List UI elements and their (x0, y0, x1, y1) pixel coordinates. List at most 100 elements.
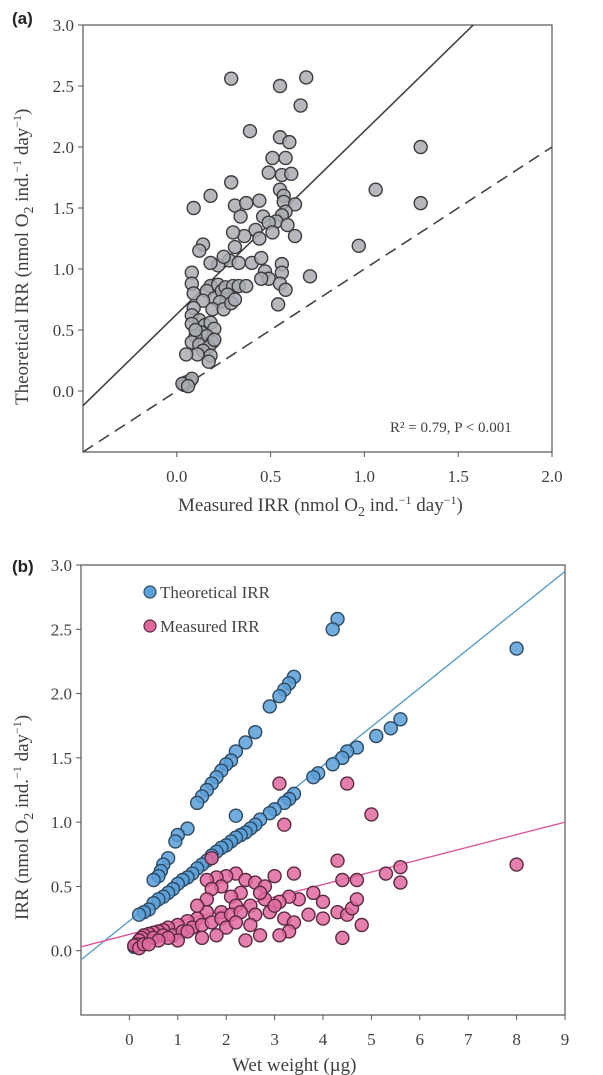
panel-a-frame (82, 24, 553, 453)
panel-b-x-axis-title: Wet weight (µg) (232, 1055, 356, 1075)
data-point (299, 70, 314, 85)
panel-b-points (127, 611, 524, 956)
y-tick-label: 3.0 (53, 16, 74, 35)
data-point-measured (335, 930, 350, 946)
data-point (293, 98, 308, 113)
y-tick-label: 0.5 (51, 877, 72, 896)
panel-b-scatter: (b) 0 1 2 3 4 5 6 7 8 9 0.0 0.5 1.0 1.5 2.0 2.5 3.0 Theo… (10, 556, 569, 1075)
data-point (265, 150, 280, 166)
data-point (254, 250, 269, 266)
data-point (413, 139, 428, 155)
data-point (254, 271, 269, 286)
data-point-measured (189, 898, 205, 913)
data-point (231, 255, 246, 271)
panel-a-annotation: R² = 0.79, P < 0.001 (390, 420, 512, 436)
legend-marker-theoretical (143, 585, 157, 599)
panel-b-legend: Theoretical IRR Measured IRR (143, 583, 271, 636)
data-point (413, 195, 428, 211)
data-point (287, 228, 303, 244)
data-point-theoretical (393, 712, 408, 727)
data-point (368, 182, 383, 197)
panel-b-y-axis-title: IRR (nmol O2 ind.−1 day−1) (10, 715, 37, 920)
legend-label-theoretical: Theoretical IRR (160, 583, 271, 602)
data-point (265, 225, 280, 240)
data-point-measured (315, 894, 331, 910)
data-point (178, 347, 194, 362)
data-point-measured (252, 928, 268, 943)
y-tick-label: 3.0 (51, 556, 72, 575)
data-point-theoretical (325, 622, 340, 637)
data-point (216, 249, 231, 264)
data-point (203, 255, 218, 271)
y-tick-label: 1.5 (51, 749, 72, 768)
data-point-measured (238, 933, 253, 948)
x-tick-label: 2 (222, 1030, 231, 1049)
x-tick-label: 6 (416, 1030, 425, 1049)
data-point-theoretical (168, 834, 183, 849)
reference-line-dashed (83, 146, 552, 452)
data-point-theoretical (325, 757, 340, 772)
data-point (192, 243, 207, 258)
data-point (188, 322, 203, 338)
data-point-theoretical (262, 699, 277, 714)
x-tick-label: 2.0 (541, 467, 562, 486)
data-point-theoretical (306, 769, 321, 785)
data-point-measured (340, 776, 355, 791)
panel-a-lines (83, 25, 552, 452)
y-tick-label: 2.5 (53, 77, 74, 96)
x-tick-label: 0.0 (166, 467, 187, 486)
x-tick-label: 0 (125, 1030, 134, 1049)
data-point (227, 239, 243, 255)
data-point (351, 238, 366, 254)
data-point-measured (509, 857, 524, 872)
data-point-measured (286, 866, 302, 881)
data-point-theoretical (369, 728, 384, 744)
data-point (233, 209, 248, 224)
data-point-theoretical (146, 872, 161, 888)
y-tick-label: 0.0 (51, 942, 72, 961)
data-point-measured (209, 928, 224, 943)
panel-a-axes: 0.0 0.5 1.0 1.5 2.0 0.0 0.5 1.0 1.5 2.0 2.5 3.0 (53, 16, 563, 486)
data-point (195, 293, 211, 308)
y-tick-label: 1.0 (53, 260, 74, 279)
data-point (239, 195, 254, 211)
data-point (186, 200, 201, 216)
panel-a-x-axis-title: Measured IRR (nmol O2 ind.−1 day−1) (178, 493, 463, 520)
panel-b-axes: 0 1 2 3 4 5 6 7 8 9 0.0 0.5 1.0 1.5 2.0 2.5 3.0 (51, 556, 570, 1049)
data-point (278, 282, 293, 297)
y-tick-label: 2.0 (51, 685, 72, 704)
data-point (302, 269, 318, 284)
data-point (225, 225, 241, 240)
legend-marker-measured (143, 619, 157, 633)
data-point-measured (349, 872, 365, 888)
x-tick-label: 0.5 (260, 467, 281, 486)
data-point-measured (393, 875, 408, 890)
regression-line (83, 25, 475, 407)
data-point (270, 297, 286, 312)
data-point-theoretical (509, 641, 524, 656)
data-point-theoretical (383, 721, 398, 736)
data-point (282, 134, 297, 150)
x-tick-label: 1 (174, 1030, 183, 1049)
x-tick-label: 3 (270, 1030, 279, 1049)
data-point-measured (335, 872, 350, 888)
data-point (207, 332, 222, 347)
data-point (224, 175, 239, 190)
data-point-measured (141, 937, 156, 952)
data-point-measured (364, 807, 379, 822)
y-tick-label: 2.5 (51, 620, 72, 639)
data-point (224, 71, 239, 86)
x-tick-label: 1.5 (448, 467, 469, 486)
data-point (180, 378, 196, 394)
panel-b-label: (b) (12, 557, 34, 576)
data-point-measured (306, 885, 321, 901)
data-point-measured (277, 817, 292, 832)
data-point-measured (378, 866, 394, 881)
data-point-theoretical (272, 688, 287, 704)
data-point-measured (267, 868, 282, 884)
data-point-theoretical (228, 808, 244, 823)
x-tick-label: 4 (319, 1030, 328, 1049)
panel-a-label: (a) (12, 9, 33, 28)
x-tick-label: 9 (561, 1030, 570, 1049)
